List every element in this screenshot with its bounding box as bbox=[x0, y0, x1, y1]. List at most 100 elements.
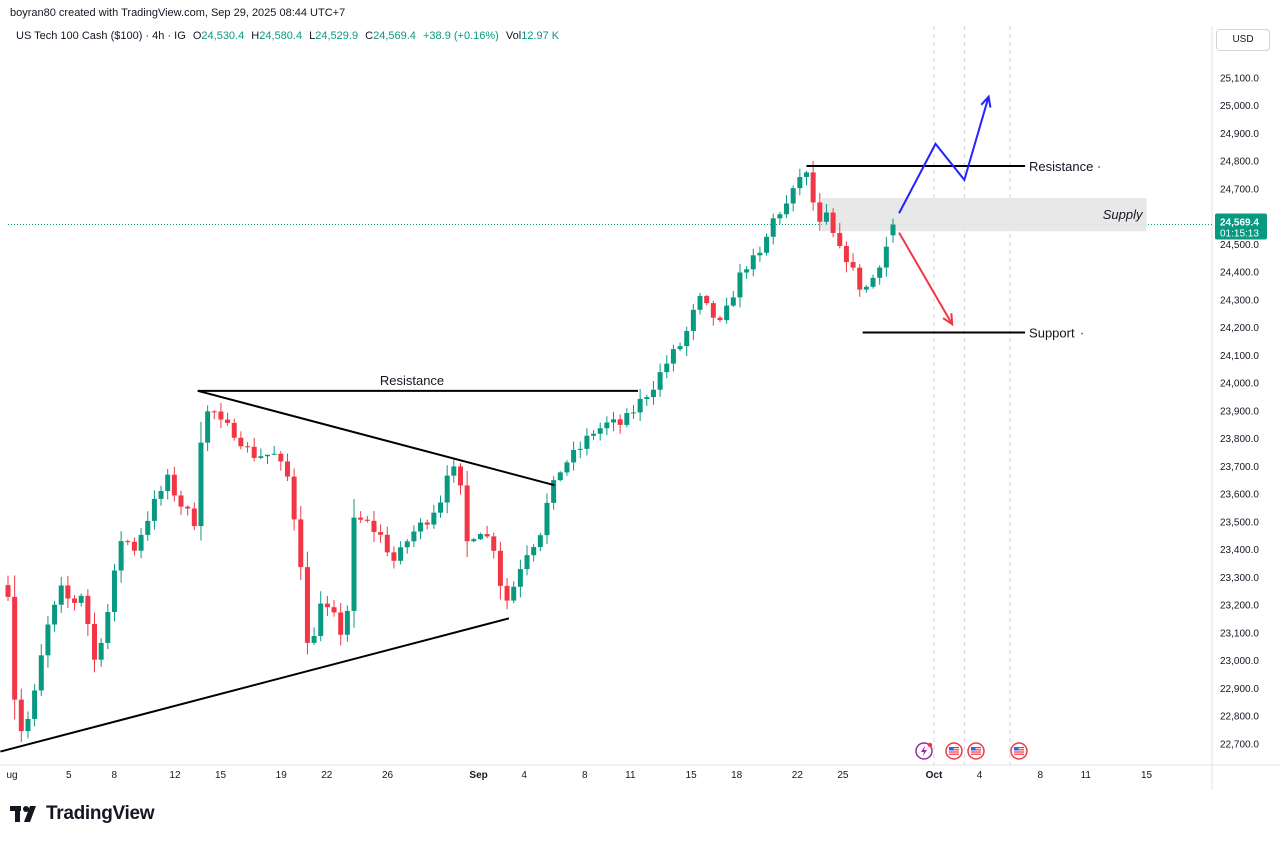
candle[interactable] bbox=[477, 532, 483, 540]
candle[interactable] bbox=[584, 428, 590, 456]
candle[interactable] bbox=[697, 293, 703, 315]
candle[interactable] bbox=[611, 411, 617, 432]
candle[interactable] bbox=[877, 265, 883, 285]
candle[interactable] bbox=[52, 600, 58, 632]
candle[interactable] bbox=[198, 421, 204, 541]
candle[interactable] bbox=[531, 544, 537, 562]
candle[interactable] bbox=[98, 638, 104, 667]
candle[interactable] bbox=[12, 575, 18, 720]
candle[interactable] bbox=[597, 422, 603, 441]
candle[interactable] bbox=[690, 303, 696, 340]
candle[interactable] bbox=[444, 465, 450, 514]
candle[interactable] bbox=[817, 192, 823, 231]
candle[interactable] bbox=[32, 684, 38, 727]
candle[interactable] bbox=[178, 490, 184, 515]
candle[interactable] bbox=[524, 545, 530, 576]
candle[interactable] bbox=[424, 519, 430, 530]
candle[interactable] bbox=[491, 532, 497, 559]
candle[interactable] bbox=[637, 388, 643, 421]
lightning-event-icon[interactable] bbox=[915, 742, 933, 760]
candle[interactable] bbox=[737, 263, 743, 308]
candle[interactable] bbox=[770, 213, 776, 245]
candle[interactable] bbox=[311, 627, 317, 645]
candle[interactable] bbox=[704, 294, 710, 306]
candle[interactable] bbox=[371, 510, 377, 543]
price-chart[interactable]: Resistance Resistance Supply Support 22,700… bbox=[0, 0, 1280, 790]
candle[interactable] bbox=[331, 600, 337, 617]
candle[interactable] bbox=[92, 612, 98, 673]
us-flag-event-icon[interactable] bbox=[967, 742, 985, 760]
candle[interactable] bbox=[45, 616, 51, 668]
candle[interactable] bbox=[85, 589, 91, 637]
candle[interactable] bbox=[557, 471, 563, 482]
candle[interactable] bbox=[837, 223, 843, 249]
candle[interactable] bbox=[883, 236, 889, 277]
supply-zone[interactable] bbox=[821, 197, 1147, 232]
tradingview-brand[interactable]: TradingView bbox=[10, 803, 155, 825]
bullish-arrow[interactable] bbox=[898, 96, 990, 214]
candle[interactable] bbox=[338, 603, 344, 646]
candle[interactable] bbox=[171, 466, 177, 502]
candle[interactable] bbox=[324, 595, 330, 617]
candle[interactable] bbox=[58, 576, 64, 614]
candle[interactable] bbox=[777, 211, 783, 225]
candle[interactable] bbox=[265, 454, 271, 465]
candle[interactable] bbox=[684, 326, 690, 356]
candle[interactable] bbox=[863, 285, 869, 293]
candle[interactable] bbox=[471, 537, 477, 543]
candle[interactable] bbox=[670, 344, 676, 372]
candle[interactable] bbox=[391, 546, 397, 569]
candle[interactable] bbox=[730, 290, 736, 307]
candle[interactable] bbox=[630, 404, 636, 420]
candle[interactable] bbox=[617, 414, 623, 434]
us-flag-event-icon[interactable] bbox=[1010, 742, 1028, 760]
bearish-arrow[interactable] bbox=[898, 232, 954, 325]
candle[interactable] bbox=[797, 168, 803, 196]
candle[interactable] bbox=[657, 363, 663, 397]
candle[interactable] bbox=[278, 451, 284, 471]
candle[interactable] bbox=[225, 412, 231, 426]
candle[interactable] bbox=[25, 711, 31, 739]
candle[interactable] bbox=[823, 204, 829, 225]
upper-trendline[interactable] bbox=[197, 389, 555, 487]
candle[interactable] bbox=[111, 563, 117, 622]
candle[interactable] bbox=[624, 408, 630, 428]
candle[interactable] bbox=[784, 195, 790, 218]
candle[interactable] bbox=[803, 170, 809, 186]
candle[interactable] bbox=[724, 297, 730, 324]
candle[interactable] bbox=[258, 448, 264, 460]
currency-button[interactable]: USD bbox=[1216, 29, 1270, 51]
candle[interactable] bbox=[145, 511, 151, 541]
candle[interactable] bbox=[65, 575, 71, 608]
candle[interactable] bbox=[304, 551, 310, 655]
candle[interactable] bbox=[511, 581, 517, 604]
candle[interactable] bbox=[218, 402, 224, 429]
candle[interactable] bbox=[650, 381, 656, 405]
candle[interactable] bbox=[118, 531, 124, 583]
candle[interactable] bbox=[151, 490, 157, 530]
candle[interactable] bbox=[571, 441, 577, 471]
candle[interactable] bbox=[664, 355, 670, 379]
candle[interactable] bbox=[125, 539, 131, 546]
candle[interactable] bbox=[591, 430, 597, 441]
candle[interactable] bbox=[404, 539, 410, 554]
candle[interactable] bbox=[810, 161, 816, 211]
candle[interactable] bbox=[710, 300, 716, 326]
candle[interactable] bbox=[211, 410, 217, 420]
candle[interactable] bbox=[464, 471, 470, 558]
us-flag-event-icon[interactable] bbox=[945, 742, 963, 760]
candle[interactable] bbox=[850, 253, 856, 271]
candle[interactable] bbox=[544, 493, 550, 545]
candle[interactable] bbox=[165, 468, 171, 500]
candle[interactable] bbox=[251, 437, 257, 462]
candle[interactable] bbox=[231, 418, 237, 441]
candle[interactable] bbox=[158, 485, 164, 506]
candle[interactable] bbox=[830, 208, 836, 238]
candle[interactable] bbox=[644, 394, 650, 406]
candle[interactable] bbox=[284, 453, 290, 482]
candle[interactable] bbox=[384, 526, 390, 557]
candle[interactable] bbox=[364, 516, 370, 523]
candle[interactable] bbox=[238, 431, 244, 450]
candle[interactable] bbox=[764, 233, 770, 256]
candle[interactable] bbox=[504, 578, 510, 610]
